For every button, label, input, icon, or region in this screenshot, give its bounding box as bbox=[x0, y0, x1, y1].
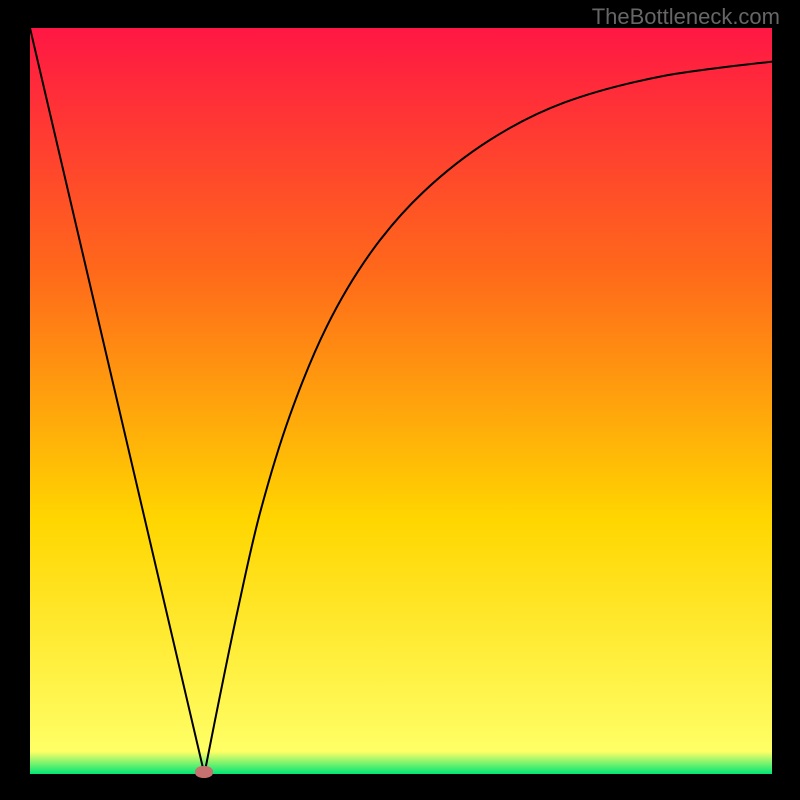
curve-path bbox=[30, 28, 772, 774]
plot-gradient-area bbox=[30, 28, 772, 774]
bottleneck-curve bbox=[30, 28, 772, 774]
dip-marker-dot bbox=[195, 766, 213, 778]
watermark-text: TheBottleneck.com bbox=[592, 4, 780, 30]
